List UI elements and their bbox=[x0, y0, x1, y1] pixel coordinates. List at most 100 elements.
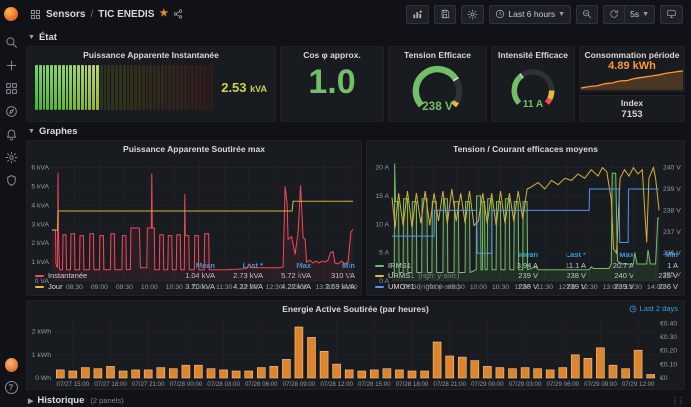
svg-text:236 V: 236 V bbox=[663, 250, 681, 257]
svg-text:07/28 18:00: 07/28 18:00 bbox=[396, 381, 429, 388]
energy-bar bbox=[207, 369, 215, 378]
lcd-cell bbox=[184, 65, 187, 110]
configuration-button[interactable] bbox=[5, 151, 18, 164]
alerting-button[interactable] bbox=[5, 128, 18, 141]
energy-bar bbox=[245, 371, 253, 378]
search-button[interactable] bbox=[5, 36, 18, 49]
dashboard-settings-button[interactable] bbox=[461, 5, 484, 24]
section-title: Historique bbox=[37, 395, 84, 406]
lcd-cell bbox=[123, 65, 126, 110]
grafana-logo[interactable] bbox=[0, 7, 22, 21]
panel-tension-efficace: Tension Efficace 238 V bbox=[388, 46, 487, 122]
lcd-cell bbox=[172, 65, 175, 110]
svg-text:07/29 06:00: 07/29 06:00 bbox=[546, 381, 579, 388]
svg-text:235 V: 235 V bbox=[663, 272, 681, 279]
energy-bar bbox=[521, 368, 529, 378]
energy-bar bbox=[609, 365, 617, 378]
lcd-cell bbox=[146, 65, 149, 110]
svg-text:07/27 21:00: 07/27 21:00 bbox=[132, 381, 165, 388]
section-drag-handle[interactable]: ⋮⋮ bbox=[671, 396, 683, 405]
lcd-gauge-body: 2.53 kVA bbox=[27, 61, 275, 118]
user-profile-button[interactable] bbox=[5, 358, 18, 371]
svg-text:238 V: 238 V bbox=[663, 207, 681, 214]
add-panel-button[interactable] bbox=[406, 5, 429, 24]
lcd-cell bbox=[115, 65, 118, 110]
save-dashboard-button[interactable] bbox=[434, 5, 456, 24]
energy-bar bbox=[584, 358, 592, 378]
shield-icon bbox=[5, 174, 18, 187]
energy-bar bbox=[119, 371, 127, 378]
server-admin-button[interactable] bbox=[5, 174, 18, 187]
section-header-historique[interactable]: ▶ Historique (2 panels) ⋮⋮ bbox=[28, 394, 685, 407]
svg-text:15 A: 15 A bbox=[375, 193, 389, 200]
refresh-controls: 5s ▼ bbox=[603, 5, 655, 24]
energy-bar bbox=[534, 369, 542, 378]
energy-title-row: Energie Active Soutirée (par heures) Las… bbox=[27, 301, 684, 315]
refresh-button[interactable] bbox=[603, 5, 625, 24]
chevron-down-icon: ▼ bbox=[558, 11, 565, 18]
panel-title[interactable]: Tension / Courant efficaces moyens bbox=[367, 141, 684, 155]
create-button[interactable] bbox=[5, 59, 18, 72]
svg-text:239 V: 239 V bbox=[663, 186, 681, 193]
zoom-out-time-button[interactable] bbox=[576, 5, 598, 24]
energy-bar bbox=[295, 327, 303, 378]
favorite-star-icon[interactable]: ★ bbox=[159, 9, 168, 19]
gauge-canvas: 11 A bbox=[494, 61, 572, 117]
svg-text:€0.40: €0.40 bbox=[660, 320, 677, 327]
breadcrumb-section[interactable]: Sensors bbox=[46, 9, 85, 20]
lcd-cell bbox=[176, 65, 179, 110]
add-panel-icon bbox=[412, 9, 423, 20]
time-shift-label: Last 2 days bbox=[640, 304, 678, 313]
energy-bar bbox=[333, 364, 341, 378]
share-icon[interactable] bbox=[173, 9, 183, 19]
lcd-cell bbox=[54, 65, 57, 110]
save-icon bbox=[440, 9, 450, 19]
svg-text:12:30: 12:30 bbox=[581, 284, 598, 291]
lcd-cell bbox=[39, 65, 42, 110]
panel-title[interactable]: Tension Efficace bbox=[389, 47, 486, 61]
top-navbar: Sensors / TIC ENEDIS ★ Last 6 hours ▼ bbox=[0, 0, 691, 28]
consommation-sparkline bbox=[581, 68, 683, 90]
plus-icon bbox=[5, 59, 18, 72]
panel-puissance-apparente-instantanee: Puissance Apparente Instantanée 2.53 kVA bbox=[26, 46, 276, 122]
compass-icon bbox=[5, 105, 18, 118]
dashboards-button[interactable] bbox=[5, 82, 18, 95]
energy-bar bbox=[571, 355, 579, 378]
lcd-cell bbox=[58, 65, 61, 110]
panel-intensite-efficace: Intensité Efficace 11 A bbox=[491, 46, 575, 122]
panel-title[interactable]: Consommation période bbox=[580, 47, 684, 61]
panel-title[interactable]: Puissance Apparente Instantanée bbox=[27, 47, 275, 61]
explore-button[interactable] bbox=[5, 105, 18, 118]
dashboard-title[interactable]: TIC ENEDIS bbox=[98, 9, 154, 20]
energy-bar bbox=[182, 365, 190, 378]
svg-text:07/29 03:00: 07/29 03:00 bbox=[509, 381, 542, 388]
energy-bar bbox=[81, 368, 89, 378]
panel-title[interactable]: Cos φ approx. bbox=[281, 47, 383, 61]
pai-value-unit: kVA bbox=[250, 84, 267, 94]
panel-title[interactable]: Energie Active Soutirée (par heures) bbox=[27, 301, 684, 315]
left-sidebar: ? bbox=[0, 28, 22, 400]
lcd-gauge bbox=[35, 65, 213, 110]
svg-text:10:00: 10:00 bbox=[470, 284, 487, 291]
svg-text:08:30: 08:30 bbox=[403, 284, 420, 291]
help-button[interactable]: ? bbox=[5, 381, 18, 394]
grafana-logo-icon bbox=[4, 7, 18, 21]
cycle-view-button[interactable] bbox=[660, 5, 683, 24]
refresh-interval-select[interactable]: 5s ▼ bbox=[625, 5, 655, 24]
panel-title[interactable]: Puissance Apparente Soutirée max bbox=[27, 141, 361, 155]
panel-title[interactable]: Intensité Efficace bbox=[492, 47, 574, 61]
bell-icon bbox=[5, 128, 18, 141]
lcd-cell bbox=[69, 65, 72, 110]
energy-bar bbox=[282, 359, 290, 378]
section-header-etat[interactable]: ▼ État bbox=[28, 31, 685, 44]
time-range-picker[interactable]: Last 6 hours ▼ bbox=[489, 5, 571, 24]
section-header-graphes[interactable]: ▼ Graphes bbox=[28, 125, 685, 138]
time-shift-link[interactable]: Last 2 days bbox=[629, 304, 678, 313]
panel-title[interactable]: Index bbox=[580, 98, 684, 108]
gauge-value: 11 A bbox=[523, 99, 544, 110]
lcd-cell bbox=[161, 65, 164, 110]
